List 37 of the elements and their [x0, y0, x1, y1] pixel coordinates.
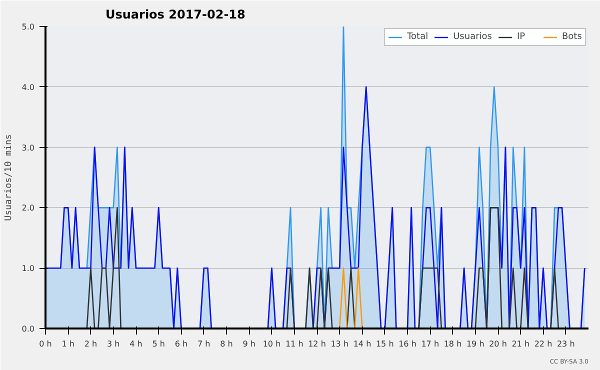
x-tick-label: 22 h: [534, 340, 552, 348]
legend-label: IP: [517, 32, 526, 42]
x-tick-label: 12 h: [308, 340, 326, 348]
x-tick-label: 14 h: [353, 340, 372, 348]
x-tick-label: 1 h: [62, 340, 74, 348]
x-tick-label: 7 h: [198, 340, 210, 348]
x-tick-label: 21 h: [512, 340, 530, 348]
y-axis-title: Usuarios/10 mins: [4, 134, 14, 221]
y-tick-label: 0.0: [22, 324, 35, 334]
x-tick-label: 16 h: [398, 340, 416, 348]
legend-label: Bots: [562, 32, 582, 42]
chart-title: Usuarios 2017-02-18: [106, 8, 246, 22]
x-tick-label: 9 h: [242, 340, 256, 348]
x-tick-label: 15 h: [376, 340, 394, 348]
x-tick-label: 0 h: [39, 340, 52, 348]
x-tick-label: 10 h: [262, 340, 281, 348]
x-tick-label: 5 h: [152, 340, 165, 348]
x-tick-label: 2 h: [84, 340, 98, 348]
x-tick-label: 3 h: [107, 340, 120, 348]
y-tick-label: 5.0: [22, 22, 35, 32]
x-tick-label: 6 h: [174, 340, 188, 348]
x-tick-label: 4 h: [130, 340, 142, 348]
legend-label: Usuarios: [453, 32, 492, 42]
x-tick-label: 19 h: [466, 340, 484, 348]
y-tick-label: 1.0: [22, 264, 35, 274]
line-series: [46, 86, 586, 328]
y-tick-label: 4.0: [22, 82, 35, 92]
x-tick-label: 13 h: [330, 340, 349, 348]
x-tick-label: 23 h: [556, 340, 575, 348]
legend-label: Total: [407, 32, 428, 42]
x-tick-label: 17 h: [421, 340, 440, 348]
y-tick-label: 3.0: [22, 143, 35, 152]
x-tick-label: 20 h: [489, 340, 507, 348]
y-tick-label: 2.0: [22, 204, 35, 213]
x-tick-label: 8 h: [220, 340, 233, 348]
x-tick-label: 11 h: [285, 340, 304, 348]
x-tick-label: 18 h: [444, 340, 462, 348]
